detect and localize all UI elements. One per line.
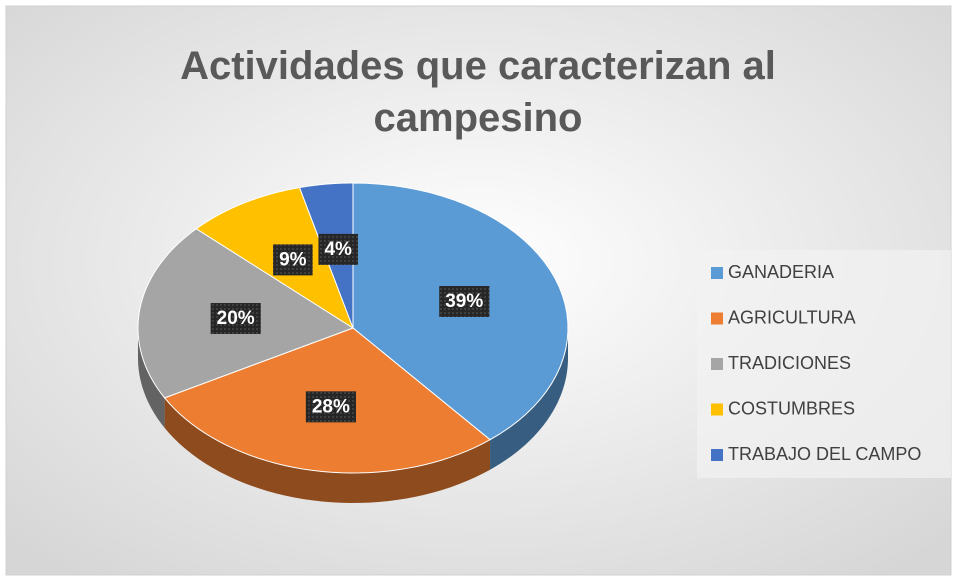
slice-side xyxy=(164,397,491,503)
data-label: 9% xyxy=(279,249,307,270)
slice-side xyxy=(490,328,568,470)
legend-swatch xyxy=(711,312,723,325)
data-label-box xyxy=(439,286,490,318)
data-label: 28% xyxy=(312,396,350,417)
data-label-box xyxy=(273,244,313,276)
data-label: 39% xyxy=(445,291,483,312)
legend-swatch xyxy=(711,267,723,279)
legend-box xyxy=(697,250,951,478)
legend-label: COSTUMBRES xyxy=(728,398,855,418)
legend-label: TRABAJO DEL CAMPO xyxy=(728,444,921,464)
legend-swatch xyxy=(711,403,723,416)
data-label-box xyxy=(305,391,356,423)
legend-label: TRADICIONES xyxy=(728,353,851,373)
legend-label: AGRICULTURA xyxy=(728,307,856,327)
data-label: 20% xyxy=(217,308,255,329)
legend-label: GANADERIA xyxy=(728,262,834,282)
data-label: 4% xyxy=(324,239,352,260)
legend-swatch xyxy=(711,358,723,370)
data-label-box xyxy=(318,233,359,265)
chart-title: Actividades que caracterizan al campesino xyxy=(180,44,776,140)
legend-swatch xyxy=(711,449,723,461)
data-label-box xyxy=(210,303,261,335)
slice-side xyxy=(138,328,165,428)
